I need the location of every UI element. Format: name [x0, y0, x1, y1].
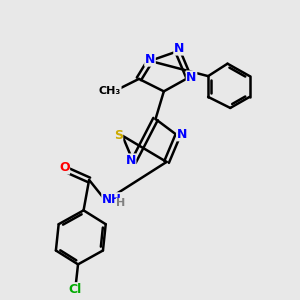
Text: O: O	[59, 161, 70, 174]
Text: NH: NH	[102, 193, 122, 206]
Text: N: N	[125, 154, 136, 167]
Text: N: N	[177, 128, 187, 141]
Text: S: S	[114, 129, 123, 142]
Text: N: N	[145, 53, 155, 66]
Text: H: H	[116, 198, 126, 208]
Text: N: N	[174, 42, 184, 55]
Text: N: N	[186, 71, 197, 84]
Text: CH₃: CH₃	[99, 86, 121, 96]
Text: Cl: Cl	[69, 283, 82, 296]
